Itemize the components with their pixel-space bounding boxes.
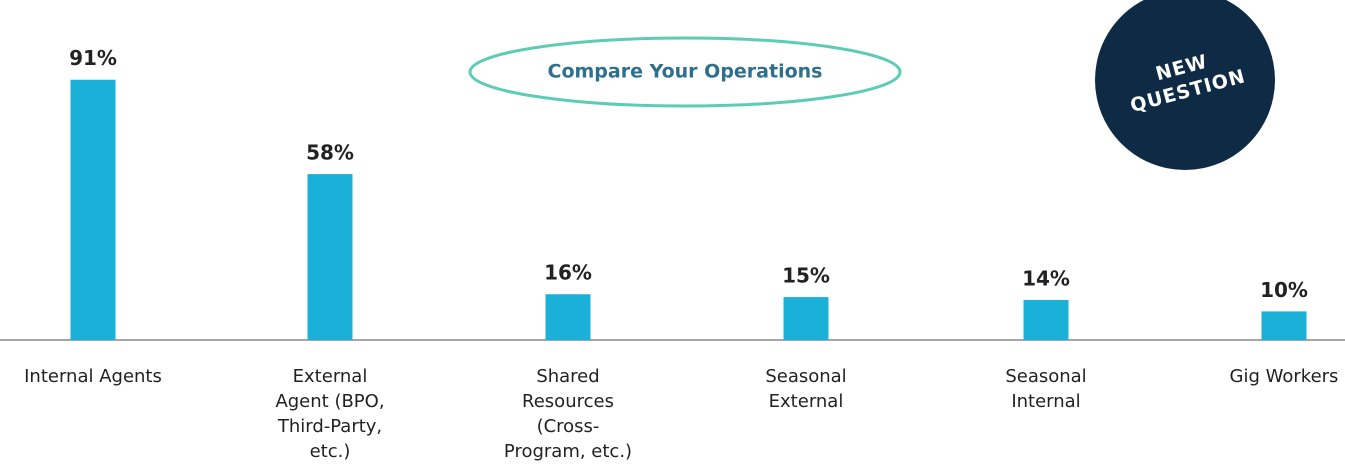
x-tick-label: Seasonal bbox=[1005, 366, 1086, 387]
value-label: 58% bbox=[306, 141, 354, 165]
x-tick-label: Agent (BPO, bbox=[275, 391, 384, 412]
bar bbox=[307, 174, 353, 340]
button-label[interactable]: Compare Your Operations bbox=[548, 61, 823, 83]
bar bbox=[1023, 299, 1069, 340]
value-label: 91% bbox=[69, 46, 117, 70]
x-tick-label: External bbox=[293, 366, 368, 387]
bar bbox=[783, 297, 829, 340]
value-label: 16% bbox=[544, 261, 592, 285]
x-tick-label: etc.) bbox=[310, 441, 351, 462]
x-tick-label: Program, etc.) bbox=[504, 441, 632, 462]
bar bbox=[70, 79, 116, 341]
x-tick-label: Resources bbox=[522, 391, 614, 412]
x-tick-label: (Cross- bbox=[537, 416, 600, 437]
x-tick-label: Internal bbox=[1011, 391, 1080, 412]
bar bbox=[545, 294, 591, 340]
x-tick-label: External bbox=[769, 391, 844, 412]
x-tick-label: Internal Agents bbox=[24, 366, 162, 387]
button-outline bbox=[468, 36, 902, 108]
value-label: 14% bbox=[1022, 266, 1070, 290]
badge bbox=[1095, 0, 1275, 170]
x-tick-label: Gig Workers bbox=[1230, 366, 1339, 387]
bar bbox=[1261, 311, 1307, 340]
value-label: 10% bbox=[1260, 278, 1308, 302]
x-tick-label: Shared bbox=[536, 366, 599, 387]
x-tick-label: Seasonal bbox=[765, 366, 846, 387]
x-tick-label: Third-Party, bbox=[277, 416, 382, 437]
value-label: 15% bbox=[782, 264, 830, 288]
compare-button[interactable]: Compare Your Operations bbox=[468, 36, 902, 108]
